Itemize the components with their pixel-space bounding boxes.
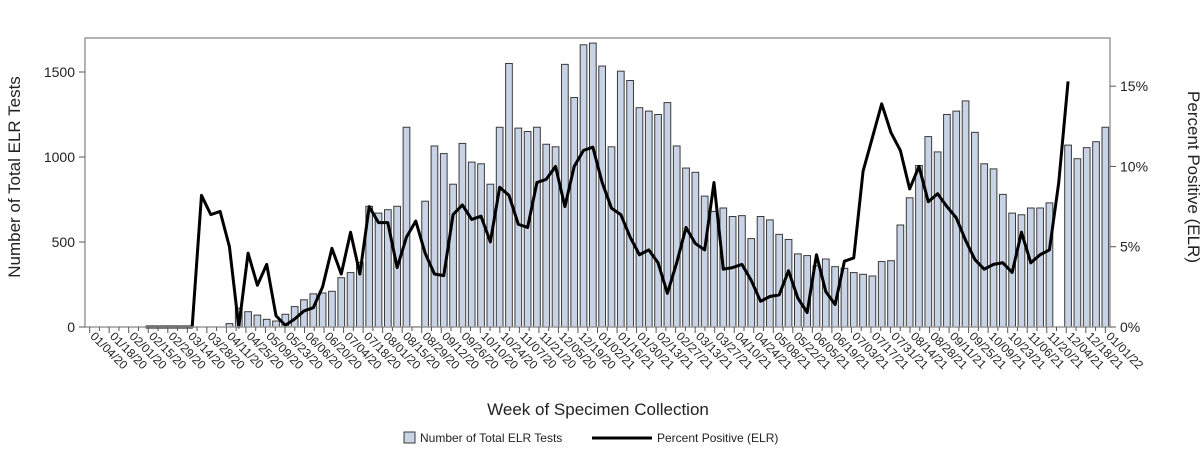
bar — [962, 101, 969, 327]
bar — [431, 146, 438, 327]
bar — [767, 220, 774, 327]
bar — [571, 98, 578, 328]
bar — [906, 198, 913, 327]
bar — [1102, 127, 1109, 327]
left-axis: 0 500 1000 1500 — [44, 64, 85, 335]
bar — [1083, 148, 1090, 327]
left-tick-label: 1000 — [44, 149, 75, 165]
bar — [981, 164, 988, 327]
bar — [338, 278, 345, 327]
legend-bar-label: Number of Total ELR Tests — [420, 431, 562, 445]
right-axis: 0% 5% 10% 15% — [1110, 78, 1148, 335]
bar — [757, 217, 764, 328]
right-tick-label: 0% — [1120, 319, 1140, 335]
bar — [329, 291, 336, 327]
legend: Number of Total ELR Tests Percent Positi… — [404, 431, 778, 445]
bar — [860, 274, 867, 327]
x-axis: 01/04/2001/18/2002/01/2002/15/2002/29/20… — [88, 327, 1147, 372]
right-tick-label: 5% — [1120, 239, 1140, 255]
bar — [1065, 145, 1072, 327]
bar — [496, 127, 503, 327]
bars-layer — [226, 43, 1109, 327]
bar — [515, 128, 522, 327]
left-tick-label: 500 — [52, 234, 76, 250]
bar — [683, 168, 690, 327]
bar — [869, 276, 876, 327]
bar — [524, 132, 531, 328]
bar — [403, 127, 410, 327]
bar — [999, 194, 1006, 327]
bar — [319, 293, 326, 327]
bar — [254, 315, 261, 327]
bar — [468, 162, 475, 327]
bar — [944, 115, 951, 328]
bar — [617, 71, 624, 327]
bar — [450, 184, 457, 327]
bar — [1046, 203, 1053, 327]
bar — [850, 273, 857, 327]
bar — [916, 166, 923, 328]
bar — [487, 184, 494, 327]
bar — [440, 154, 447, 327]
y-axis-left-title: Number of Total ELR Tests — [5, 76, 24, 278]
bar — [711, 211, 718, 327]
bar — [580, 45, 587, 327]
bar — [263, 319, 270, 327]
bar — [478, 164, 485, 327]
bar — [636, 108, 643, 327]
bar — [599, 66, 606, 327]
bar — [673, 146, 680, 327]
bar — [589, 43, 596, 327]
bar — [375, 213, 382, 327]
legend-bar-swatch — [404, 432, 415, 443]
bar — [925, 137, 932, 327]
legend-line-label: Percent Positive (ELR) — [657, 431, 778, 445]
bar — [990, 169, 997, 327]
left-tick-label: 0 — [67, 319, 75, 335]
bar — [347, 273, 354, 327]
bar — [701, 196, 708, 327]
bar — [1027, 208, 1034, 327]
bar — [878, 262, 885, 327]
bar — [627, 81, 634, 328]
bar — [785, 239, 792, 327]
x-axis-title: Week of Specimen Collection — [487, 400, 709, 419]
bar — [972, 132, 979, 327]
bar — [655, 115, 662, 328]
bar — [543, 144, 550, 327]
bar — [934, 152, 941, 327]
bar — [1074, 159, 1081, 327]
bar — [897, 225, 904, 327]
bar — [245, 312, 252, 327]
bar — [1093, 142, 1100, 327]
right-tick-label: 15% — [1120, 78, 1148, 94]
bar — [776, 234, 783, 327]
bar — [692, 172, 699, 327]
y-axis-right-title: Percent Positive (ELR) — [1184, 91, 1200, 263]
bar — [534, 127, 541, 327]
bar — [645, 111, 652, 327]
right-tick-label: 10% — [1120, 158, 1148, 174]
bar — [608, 147, 615, 327]
bar — [422, 201, 429, 327]
bar — [729, 217, 736, 328]
left-tick-label: 1500 — [44, 64, 75, 80]
bar — [1037, 208, 1044, 327]
bar — [273, 321, 280, 327]
bar — [888, 261, 895, 327]
bar — [459, 143, 466, 327]
